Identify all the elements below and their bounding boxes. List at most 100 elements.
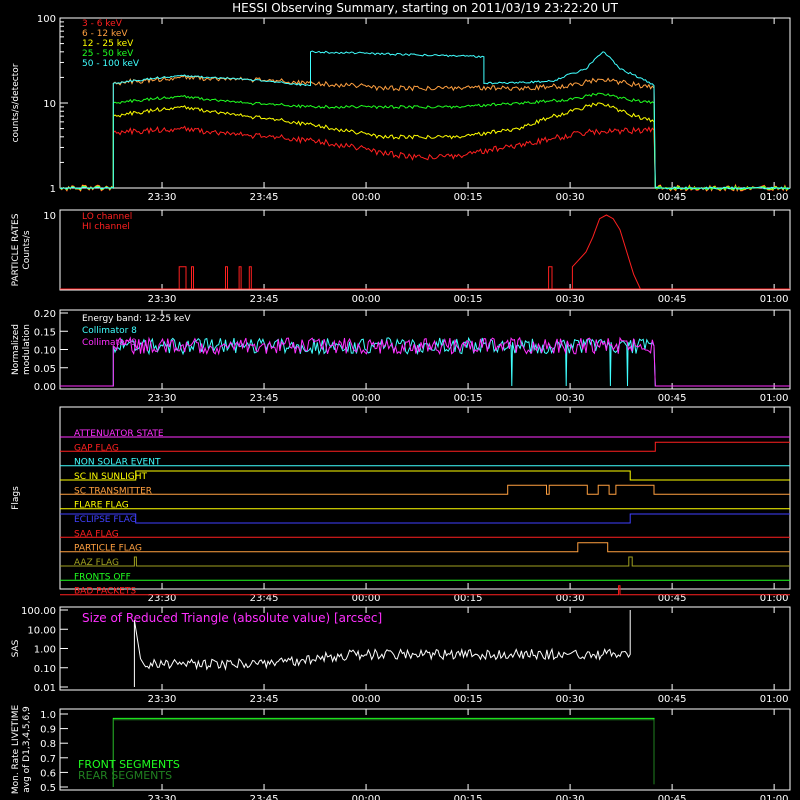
x-tick-label: 01:00: [760, 192, 789, 203]
x-tick-label: 00:00: [352, 794, 381, 800]
y-tick-label: 0.10: [34, 346, 56, 357]
x-tick-label: 23:30: [148, 694, 177, 705]
y-tick-label: 100: [37, 14, 56, 25]
series-line: [112, 717, 655, 787]
y-axis-label: PARTICLE RATES: [11, 213, 21, 286]
y-tick-label: 0.15: [34, 327, 56, 338]
flag-label: SC IN SUNLIGHT: [74, 472, 148, 482]
x-tick-label: 00:15: [454, 593, 483, 604]
panel-frame: [59, 209, 791, 291]
x-tick-label: 23:45: [250, 794, 279, 800]
panel-5: 23:30 23:45 00:00 00:15 00:30 00:45 01:00 0.01 0…: [21, 606, 791, 705]
x-tick-label: 00:45: [658, 192, 687, 203]
x-tick-label: 00:45: [658, 794, 687, 800]
legend-entry: 50 - 100 keV: [82, 59, 140, 69]
x-tick-label: 00:15: [454, 294, 483, 305]
series-line: [59, 102, 791, 191]
flag-line: [60, 484, 790, 495]
annotation-text: Size of Reduced Triangle (absolute value…: [82, 611, 382, 625]
x-tick-label: 00:00: [352, 294, 381, 305]
x-tick-label: 01:00: [760, 393, 789, 404]
x-tick-label: 00:00: [352, 593, 381, 604]
x-tick-label: 00:00: [352, 694, 381, 705]
flag-label: NON SOLAR EVENT: [74, 458, 161, 468]
panel-6: 23:30 23:45 00:00 00:15 00:30 00:45 01:00 0.5 0.…: [40, 708, 791, 800]
x-tick-label: 00:45: [658, 393, 687, 404]
y-tick-label: 10: [43, 99, 56, 110]
panel-2: 23:30 23:45 00:00 00:15 00:30 00:45 01:00 10 LO …: [43, 209, 791, 305]
panel-4: 23:30 23:45 00:00 00:15 00:30 00:45 01:00 ATTEN…: [59, 406, 791, 604]
x-tick-label: 00:15: [454, 794, 483, 800]
y-axis-label-2: avg of D1,3,4,5,6,9: [22, 706, 32, 793]
panel-frame: [59, 17, 791, 189]
x-tick-label: 01:00: [760, 694, 789, 705]
series-line: [133, 610, 631, 687]
y-tick-label: 0.10: [34, 664, 56, 675]
x-tick-label: 00:30: [556, 393, 585, 404]
y-tick-label: 0.6: [40, 768, 56, 779]
y-tick-label: 0.8: [40, 739, 56, 750]
flag-label: BAD PACKETS: [74, 587, 136, 597]
x-tick-label: 23:30: [148, 393, 177, 404]
flag-label: GAP FLAG: [74, 443, 119, 453]
x-tick-label: 23:30: [148, 593, 177, 604]
y-tick-label: 10.00: [27, 625, 56, 636]
y-tick-label: 1.0: [40, 710, 56, 721]
flag-line: [60, 542, 790, 553]
x-tick-label: 00:45: [658, 694, 687, 705]
legend-header: Energy band: 12-25 keV: [82, 314, 191, 324]
flag-label: FRONTS OFF: [74, 572, 131, 582]
flag-line: [60, 513, 790, 524]
legend-entry: LO channel: [82, 212, 132, 222]
series-line: [59, 74, 791, 192]
panel-3: 23:30 23:45 00:00 00:15 00:30 00:45 01:00 0.00 0…: [34, 309, 791, 404]
y-axis-label: Mon. Rate LIVETIME: [11, 705, 21, 795]
y-tick-label: 0.01: [34, 683, 56, 694]
x-tick-label: 23:45: [250, 192, 279, 203]
series-line: [59, 92, 791, 191]
x-tick-label: 00:15: [454, 393, 483, 404]
flag-label: FLARE FLAG: [74, 501, 129, 511]
y-axis-label-2: Counts/s: [22, 230, 32, 269]
y-axis-label: Flags: [11, 486, 21, 510]
x-tick-label: 01:00: [760, 794, 789, 800]
y-axis-label: counts/s/detector: [11, 63, 21, 142]
flag-line: [60, 441, 790, 452]
flag-label: SC TRANSMITTER: [74, 486, 152, 496]
legend-entry: HI channel: [82, 222, 130, 232]
x-tick-label: 00:30: [556, 694, 585, 705]
y-tick-label: 0.20: [34, 309, 56, 320]
y-axis-label: SAS: [11, 639, 21, 657]
figure-title: HESSI Observing Summary, starting on 201…: [232, 1, 618, 15]
x-tick-label: 01:00: [760, 593, 789, 604]
x-tick-label: 00:15: [454, 192, 483, 203]
x-tick-label: 00:30: [556, 294, 585, 305]
x-tick-label: 01:00: [760, 294, 789, 305]
x-tick-label: 00:30: [556, 192, 585, 203]
y-axis-label-2: modulation: [22, 324, 32, 375]
panel-frame: [59, 406, 791, 590]
x-tick-label: 23:30: [148, 294, 177, 305]
x-tick-label: 23:30: [148, 192, 177, 203]
x-tick-label: 00:15: [454, 694, 483, 705]
series-line: [60, 336, 790, 387]
x-tick-label: 23:45: [250, 393, 279, 404]
flag-line: [60, 556, 790, 567]
flag-line: [60, 470, 790, 481]
x-tick-label: 00:00: [352, 192, 381, 203]
flag-line: [60, 585, 790, 596]
legend-entry: Collimator 8: [82, 326, 137, 336]
x-tick-label: 00:30: [556, 794, 585, 800]
legend-entry: 3 - 6 keV: [82, 19, 123, 29]
legend-entry: REAR SEGMENTS: [78, 769, 172, 782]
x-tick-label: 23:45: [250, 593, 279, 604]
series-line: [60, 214, 790, 290]
legend-entry: FRONT SEGMENTS: [78, 758, 180, 771]
flag-label: ATTENUATOR STATE: [74, 429, 164, 439]
legend-entry: Collimator 9: [82, 338, 137, 348]
y-tick-label: 10: [43, 211, 56, 222]
flag-label: ECLIPSE FLAG: [74, 515, 137, 525]
x-tick-label: 00:45: [658, 294, 687, 305]
y-tick-label: 0.05: [34, 364, 56, 375]
